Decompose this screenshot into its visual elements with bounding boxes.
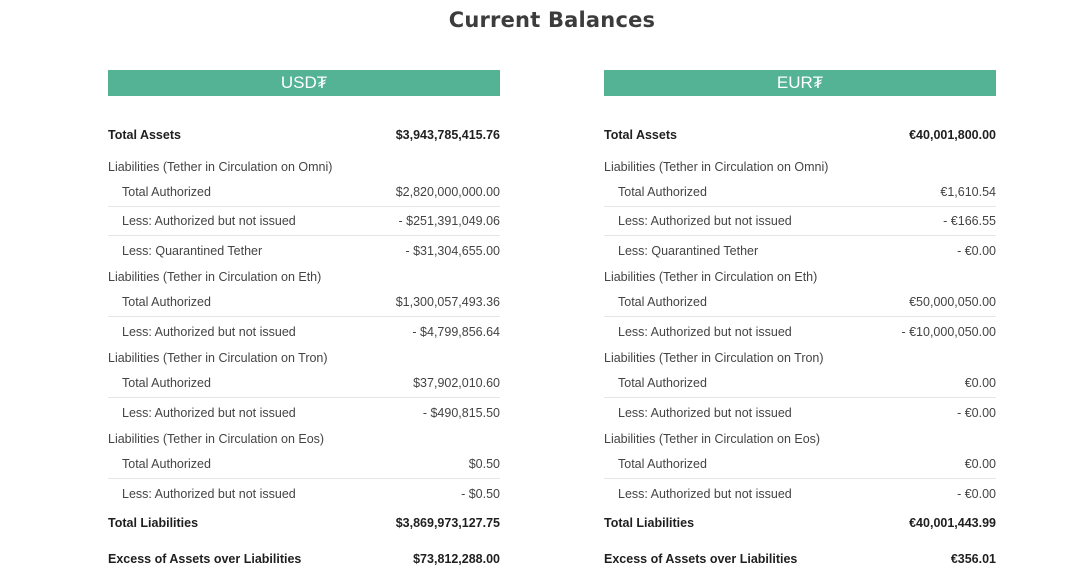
line-item-row: Less: Authorized but not issued - $4,799…: [108, 317, 500, 346]
row-value: - $4,799,856.64: [412, 324, 500, 339]
row-label: Less: Authorized but not issued: [122, 214, 296, 228]
line-item-row: Total Authorized €0.00: [604, 450, 996, 479]
group-label: Liabilities (Tether in Circulation on Eo…: [108, 431, 325, 446]
group-label: Liabilities (Tether in Circulation on Om…: [108, 159, 333, 174]
row-value: - $0.50: [461, 486, 500, 501]
line-item-row: Less: Authorized but not issued - $490,8…: [108, 398, 500, 427]
row-value: - $251,391,049.06: [398, 214, 500, 228]
line-item-row: Total Authorized $2,820,000,000.00: [108, 178, 500, 207]
total-assets-row: Total Assets $3,943,785,415.76: [108, 114, 500, 155]
group-label: Liabilities (Tether in Circulation on Et…: [108, 269, 322, 284]
liability-group-eos: Liabilities (Tether in Circulation on Eo…: [108, 427, 500, 450]
row-value: - $31,304,655.00: [405, 243, 500, 258]
line-item-row: Less: Quarantined Tether - $31,304,655.0…: [108, 236, 500, 265]
row-value: $73,812,288.00: [413, 552, 500, 566]
row-label: Total Liabilities: [604, 515, 695, 530]
liability-group-tron: Liabilities (Tether in Circulation on Tr…: [604, 346, 996, 369]
row-value: €1,610.54: [940, 185, 996, 199]
group-label: Liabilities (Tether in Circulation on Et…: [604, 269, 818, 284]
row-label: Less: Authorized but not issued: [122, 405, 296, 420]
row-label: Total Liabilities: [108, 515, 199, 530]
liability-group-tron: Liabilities (Tether in Circulation on Tr…: [108, 346, 500, 369]
row-value: €0.00: [964, 457, 996, 471]
liability-group-omni: Liabilities (Tether in Circulation on Om…: [604, 155, 996, 178]
row-label: Total Assets: [108, 127, 181, 142]
liability-group-eos: Liabilities (Tether in Circulation on Eo…: [604, 427, 996, 450]
row-value: €50,000,050.00: [909, 295, 996, 309]
row-label: Less: Authorized but not issued: [618, 324, 792, 339]
row-label: Less: Authorized but not issued: [618, 486, 792, 501]
liability-group-omni: Liabilities (Tether in Circulation on Om…: [108, 155, 500, 178]
row-value: $1,300,057,493.36: [395, 295, 500, 309]
row-value: €40,001,800.00: [909, 127, 996, 142]
row-value: $0.50: [468, 457, 500, 471]
line-item-row: Less: Quarantined Tether - €0.00: [604, 236, 996, 265]
line-item-row: Less: Authorized but not issued - $251,3…: [108, 207, 500, 236]
row-value: $37,902,010.60: [413, 376, 500, 390]
total-liabilities-row: Total Liabilities $3,869,973,127.75: [108, 508, 500, 537]
row-label: Total Authorized: [618, 295, 707, 309]
row-value: - €0.00: [957, 486, 996, 501]
row-label: Excess of Assets over Liabilities: [108, 552, 302, 566]
row-value: - $490,815.50: [422, 405, 500, 420]
group-label: Liabilities (Tether in Circulation on Eo…: [604, 431, 821, 446]
total-assets-row: Total Assets €40,001,800.00: [604, 114, 996, 155]
row-value: $3,869,973,127.75: [395, 515, 500, 530]
line-item-row: Total Authorized $37,902,010.60: [108, 369, 500, 398]
group-label: Liabilities (Tether in Circulation on Tr…: [108, 350, 328, 365]
row-label: Total Authorized: [122, 376, 211, 390]
row-label: Less: Quarantined Tether: [618, 243, 759, 258]
row-label: Less: Authorized but not issued: [618, 214, 792, 228]
line-item-row: Total Authorized €1,610.54: [604, 178, 996, 207]
page-title: Current Balances: [448, 8, 656, 32]
row-label: Total Authorized: [122, 185, 211, 199]
row-value: - €166.55: [943, 214, 996, 228]
liability-group-eth: Liabilities (Tether in Circulation on Et…: [108, 265, 500, 288]
total-liabilities-row: Total Liabilities €40,001,443.99: [604, 508, 996, 537]
row-label: Total Assets: [604, 127, 677, 142]
usdt-balance-panel: USD₮ Total Assets $3,943,785,415.76 Liab…: [108, 70, 500, 578]
row-label: Total Authorized: [618, 185, 707, 199]
line-item-row: Total Authorized $1,300,057,493.36: [108, 288, 500, 317]
group-label: Liabilities (Tether in Circulation on Om…: [604, 159, 829, 174]
row-label: Excess of Assets over Liabilities: [604, 552, 798, 566]
row-value: - €0.00: [957, 243, 996, 258]
row-value: €40,001,443.99: [909, 515, 996, 530]
row-label: Total Authorized: [618, 376, 707, 390]
liability-group-eth: Liabilities (Tether in Circulation on Et…: [604, 265, 996, 288]
row-label: Less: Authorized but not issued: [122, 486, 296, 501]
row-value: €0.00: [964, 376, 996, 390]
row-label: Total Authorized: [122, 295, 211, 309]
line-item-row: Less: Authorized but not issued - €0.00: [604, 479, 996, 508]
row-label: Total Authorized: [618, 457, 707, 471]
usdt-balance-rows: Total Assets $3,943,785,415.76 Liabiliti…: [108, 114, 500, 578]
row-value: $2,820,000,000.00: [395, 185, 500, 199]
line-item-row: Total Authorized €50,000,050.00: [604, 288, 996, 317]
row-value: - €0.00: [957, 405, 996, 420]
row-label: Total Authorized: [122, 457, 211, 471]
excess-row: Excess of Assets over Liabilities $73,81…: [108, 537, 500, 578]
excess-row: Excess of Assets over Liabilities €356.0…: [604, 537, 996, 578]
group-label: Liabilities (Tether in Circulation on Tr…: [604, 350, 824, 365]
line-item-row: Less: Authorized but not issued - €10,00…: [604, 317, 996, 346]
line-item-row: Total Authorized $0.50: [108, 450, 500, 479]
eurt-panel-header: EUR₮: [604, 70, 996, 96]
eurt-balance-panel: EUR₮ Total Assets €40,001,800.00 Liabili…: [604, 70, 996, 578]
row-label: Less: Authorized but not issued: [618, 405, 792, 420]
line-item-row: Less: Authorized but not issued - $0.50: [108, 479, 500, 508]
row-label: Less: Authorized but not issued: [122, 324, 296, 339]
line-item-row: Less: Authorized but not issued - €0.00: [604, 398, 996, 427]
line-item-row: Total Authorized €0.00: [604, 369, 996, 398]
row-value: - €10,000,050.00: [901, 324, 996, 339]
eurt-balance-rows: Total Assets €40,001,800.00 Liabilities …: [604, 114, 996, 578]
row-value: €356.01: [950, 552, 996, 566]
line-item-row: Less: Authorized but not issued - €166.5…: [604, 207, 996, 236]
row-label: Less: Quarantined Tether: [122, 243, 263, 258]
row-value: $3,943,785,415.76: [395, 127, 500, 142]
usdt-panel-header: USD₮: [108, 70, 500, 96]
